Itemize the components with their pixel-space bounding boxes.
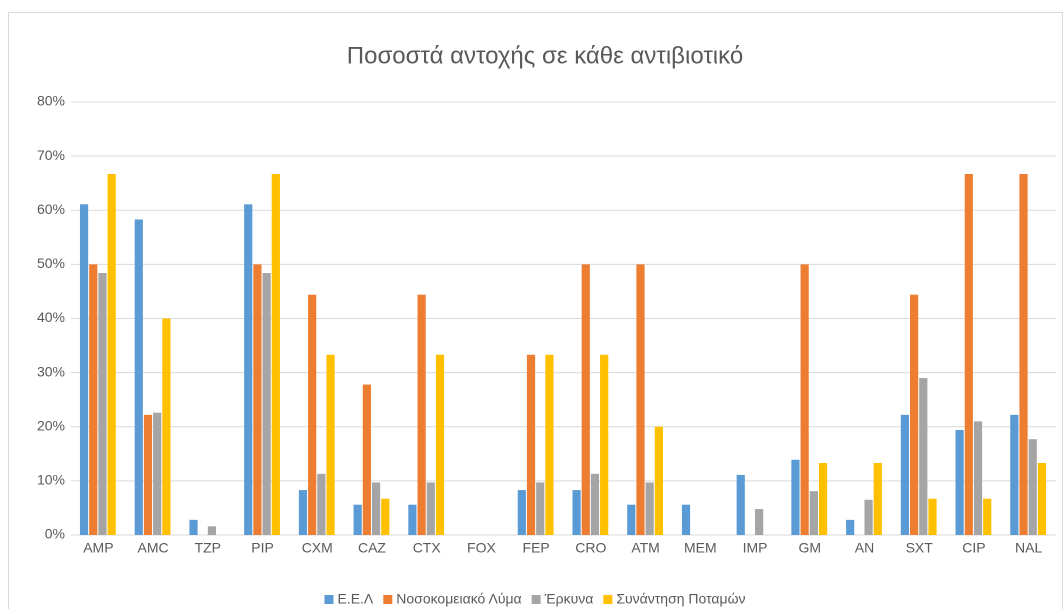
bar (1028, 439, 1037, 535)
bar (271, 173, 280, 535)
y-tick-label: 80% (37, 93, 65, 109)
bar (791, 459, 800, 535)
bar (636, 264, 645, 535)
bar (581, 264, 590, 535)
legend-label: Συνάντηση Ποταμών (616, 591, 745, 607)
bar (326, 354, 335, 535)
bar (317, 473, 326, 535)
bar (517, 490, 526, 535)
bar (645, 482, 654, 535)
bar (572, 490, 581, 535)
bar (600, 354, 609, 535)
x-tick-label: GM (798, 540, 821, 556)
bar (1019, 173, 1028, 535)
x-tick-label: CXM (302, 540, 333, 556)
x-tick-label: AMC (138, 540, 169, 556)
y-tick-label: 40% (37, 309, 65, 325)
bar (353, 504, 362, 535)
bar (89, 264, 98, 535)
x-tick-label: AMP (83, 540, 113, 556)
y-tick-label: 60% (37, 201, 65, 217)
x-tick-label: IMP (743, 540, 768, 556)
bar (864, 499, 873, 535)
x-tick-label: NAL (1015, 540, 1042, 556)
bar (846, 519, 855, 535)
legend-swatch (324, 595, 334, 604)
bar (153, 412, 162, 535)
legend-swatch (383, 595, 393, 604)
chart-border (8, 12, 1063, 613)
bar (909, 294, 919, 535)
bar (1010, 414, 1019, 535)
bar (1037, 463, 1047, 535)
bar (873, 463, 882, 535)
x-tick-label: CAZ (358, 540, 386, 556)
bar (919, 378, 928, 535)
bar (143, 414, 153, 535)
bar (983, 498, 992, 535)
bar (362, 384, 371, 535)
bar (818, 463, 828, 535)
bar (627, 504, 636, 535)
bar (253, 264, 262, 535)
bar (79, 204, 89, 535)
bar (381, 498, 390, 535)
x-tick-label: MEM (684, 540, 717, 556)
bar (134, 219, 143, 536)
bar (107, 173, 116, 535)
bar (189, 519, 198, 535)
bar (526, 354, 536, 535)
bar (964, 173, 973, 535)
bar (207, 526, 217, 535)
bar (162, 318, 171, 535)
bar (98, 273, 107, 535)
legend-swatch (531, 595, 541, 604)
x-tick-label: CIP (962, 540, 985, 556)
bar (408, 504, 417, 535)
bar (244, 204, 253, 535)
y-tick-label: 20% (37, 417, 65, 433)
x-tick-label: CTX (413, 540, 442, 556)
y-tick-label: 50% (37, 255, 65, 271)
legend-label: Έρκυνα (544, 591, 594, 607)
bar (973, 421, 983, 535)
x-tick-label: ATM (631, 540, 660, 556)
y-tick-label: 30% (37, 363, 65, 379)
legend-label: Ε.Ε.Λ (337, 591, 373, 607)
y-tick-label: 0% (45, 526, 65, 542)
bar (755, 509, 764, 535)
chart-title: Ποσοστά αντοχής σε κάθε αντιβιοτικό (347, 42, 743, 69)
x-tick-label: FOX (467, 540, 496, 556)
x-tick-label: CRO (575, 540, 606, 556)
bar (900, 414, 909, 535)
x-tick-label: FEP (523, 540, 550, 556)
bar (800, 264, 809, 535)
x-tick-label: AN (855, 540, 874, 556)
x-tick-label: SXT (906, 540, 934, 556)
x-tick-label: TZP (195, 540, 221, 556)
bar (308, 294, 317, 535)
bar (536, 482, 545, 535)
bar (681, 504, 691, 535)
bar (417, 294, 426, 535)
legend-label: Νοσοκομειακό Λύμα (396, 591, 521, 607)
bar (736, 474, 745, 535)
bar (435, 354, 445, 535)
bar (426, 482, 435, 535)
bar (928, 498, 937, 535)
bar (545, 354, 554, 535)
y-tick-label: 70% (37, 147, 65, 163)
bar (654, 426, 663, 535)
y-tick-label: 10% (37, 472, 65, 488)
bar (371, 482, 381, 535)
legend-swatch (603, 595, 613, 604)
bar (298, 490, 308, 535)
bar (955, 429, 964, 535)
bar (262, 273, 271, 535)
bar (590, 473, 600, 535)
bar (809, 491, 818, 535)
x-tick-label: PIP (251, 540, 274, 556)
